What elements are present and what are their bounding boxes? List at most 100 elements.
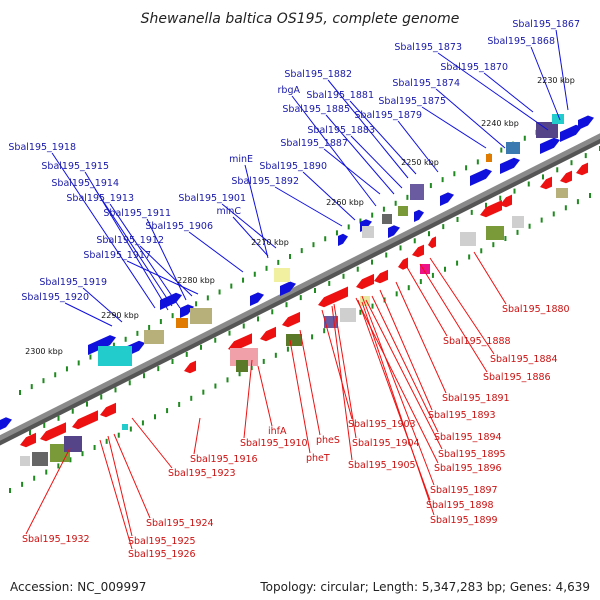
reverse-gene-label: Sbal195_1893: [428, 410, 496, 421]
forward-gene-label: Sbal195_1890: [259, 161, 327, 172]
forward-gene-label: Sbal195_1918: [8, 142, 76, 153]
scale-tick: [77, 360, 80, 366]
scale-tick: [523, 135, 526, 141]
scale-tick: [128, 380, 131, 386]
reverse-gene: [282, 311, 300, 328]
leader-line: [437, 52, 549, 131]
feature-block: [144, 330, 164, 344]
genome-backbone: [0, 133, 600, 446]
forward-gene: [470, 168, 492, 186]
forward-gene-label: Sbal195_1875: [378, 96, 446, 107]
reverse-gene-label: pheT: [306, 453, 330, 464]
reverse-gene-label: Sbal195_1905: [348, 460, 416, 471]
feature-block: [362, 226, 374, 238]
reverse-gene-label: Sbal195_1884: [490, 354, 558, 365]
scale-tick: [143, 373, 145, 379]
scale-tick: [89, 354, 92, 360]
scale-tick: [114, 387, 117, 393]
forward-gene: [388, 225, 400, 238]
scale-tick: [65, 366, 68, 372]
forward-gene-label: Sbal195_1870: [440, 62, 508, 73]
reverse-gene: [500, 194, 512, 208]
scale-tick: [356, 266, 359, 272]
backbone-shadow: [0, 134, 600, 446]
scale-tick: [429, 183, 432, 189]
leader-line: [244, 164, 269, 259]
reverse-gene-label: Sbal195_1886: [483, 372, 551, 383]
scale-tick: [441, 177, 444, 183]
scale-tick: [395, 291, 398, 297]
scale-tick: [540, 217, 543, 223]
scale-label: 2270 kbp: [251, 238, 289, 247]
feature-block: [274, 268, 290, 282]
leader-line: [131, 417, 173, 469]
scale-tick: [335, 230, 338, 236]
feature-block: [360, 296, 370, 306]
scale-tick: [202, 389, 205, 395]
forward-gene-label: Sbal195_1913: [66, 193, 134, 204]
leader-line: [349, 100, 417, 175]
feature-block: [552, 114, 564, 124]
scale-tick: [342, 273, 345, 279]
forward-gene-label: Sbal195_1911: [103, 208, 171, 219]
leader-line: [289, 339, 311, 454]
scale-tick: [528, 223, 531, 229]
scale-tick: [428, 231, 430, 237]
scale-tick: [33, 475, 36, 481]
scale-tick: [480, 248, 483, 254]
reverse-gene: [356, 273, 374, 290]
reverse-gene: [100, 402, 116, 418]
scale-tick: [154, 414, 156, 420]
scale-tick: [328, 280, 331, 286]
scale-tick: [214, 383, 217, 389]
scale-tick: [552, 211, 555, 217]
reverse-gene: [412, 244, 424, 258]
leader-line: [82, 287, 123, 323]
feature-block: [420, 264, 430, 274]
scale-tick: [238, 371, 241, 377]
scale-tick: [371, 212, 374, 218]
scale-label: 2280 kbp: [177, 276, 215, 285]
scale-tick: [419, 279, 422, 285]
reverse-gene: [428, 236, 436, 249]
scale-tick: [324, 236, 327, 242]
scale-tick: [485, 202, 487, 208]
leader-line: [473, 251, 507, 305]
leader-line: [25, 447, 71, 535]
scale-tick: [274, 352, 277, 358]
leader-line: [107, 435, 133, 537]
leader-line: [193, 417, 201, 455]
scale-tick: [265, 265, 268, 271]
scale-tick: [81, 451, 84, 457]
scale-labels: 2230 kbp 2240 kbp 2250 kbp 2260 kbp 2270 kbp…: [25, 76, 575, 356]
scale-tick: [171, 359, 174, 364]
scale-tick: [105, 438, 108, 444]
forward-gene-label: Sbal195_1881: [306, 90, 374, 101]
reverse-gene: [318, 286, 348, 308]
feature-block: [410, 184, 424, 200]
leader-line: [221, 203, 277, 249]
scale-tick: [470, 209, 473, 215]
reverse-gene-label: Sbal195_1895: [438, 449, 506, 460]
leader-line: [419, 263, 488, 373]
scale-tick: [442, 224, 445, 230]
scale-label: 2290 kbp: [101, 311, 139, 320]
scale-tick: [311, 334, 314, 340]
reverse-gene-label: Sbal195_1916: [190, 454, 258, 465]
scale-tick: [148, 324, 151, 330]
scale-tick: [226, 377, 229, 383]
scale-tick: [9, 488, 11, 493]
leader-line: [188, 231, 244, 273]
feature-block: [20, 456, 30, 466]
scale-tick: [124, 336, 127, 342]
leader-line: [64, 302, 113, 327]
feature-block: [556, 188, 568, 198]
forward-gene: [250, 292, 264, 306]
scale-tick: [371, 259, 373, 265]
scale-tick: [564, 205, 567, 211]
leader-line: [257, 365, 273, 427]
reverse-gene: [72, 410, 98, 430]
leader-line: [361, 301, 435, 516]
scale-tick: [359, 218, 362, 224]
scale-tick: [253, 271, 256, 277]
